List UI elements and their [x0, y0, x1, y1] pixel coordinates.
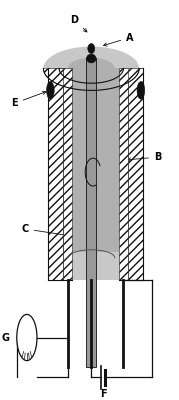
- Text: D: D: [70, 15, 87, 32]
- Ellipse shape: [88, 44, 95, 54]
- Circle shape: [137, 82, 145, 99]
- Polygon shape: [48, 68, 144, 280]
- Ellipse shape: [43, 46, 139, 90]
- Text: G: G: [2, 332, 10, 342]
- Polygon shape: [43, 68, 91, 90]
- Ellipse shape: [68, 58, 115, 79]
- Text: C: C: [22, 224, 67, 236]
- Polygon shape: [128, 68, 144, 280]
- Circle shape: [17, 314, 37, 361]
- Polygon shape: [119, 68, 128, 280]
- Polygon shape: [91, 68, 139, 90]
- Circle shape: [47, 82, 54, 99]
- Text: A: A: [103, 32, 134, 46]
- Text: B: B: [127, 152, 161, 162]
- Ellipse shape: [86, 54, 96, 63]
- Polygon shape: [72, 68, 119, 252]
- Text: E: E: [11, 91, 46, 108]
- Polygon shape: [86, 58, 96, 368]
- Polygon shape: [48, 68, 63, 280]
- Text: F: F: [100, 389, 106, 399]
- Polygon shape: [63, 68, 72, 280]
